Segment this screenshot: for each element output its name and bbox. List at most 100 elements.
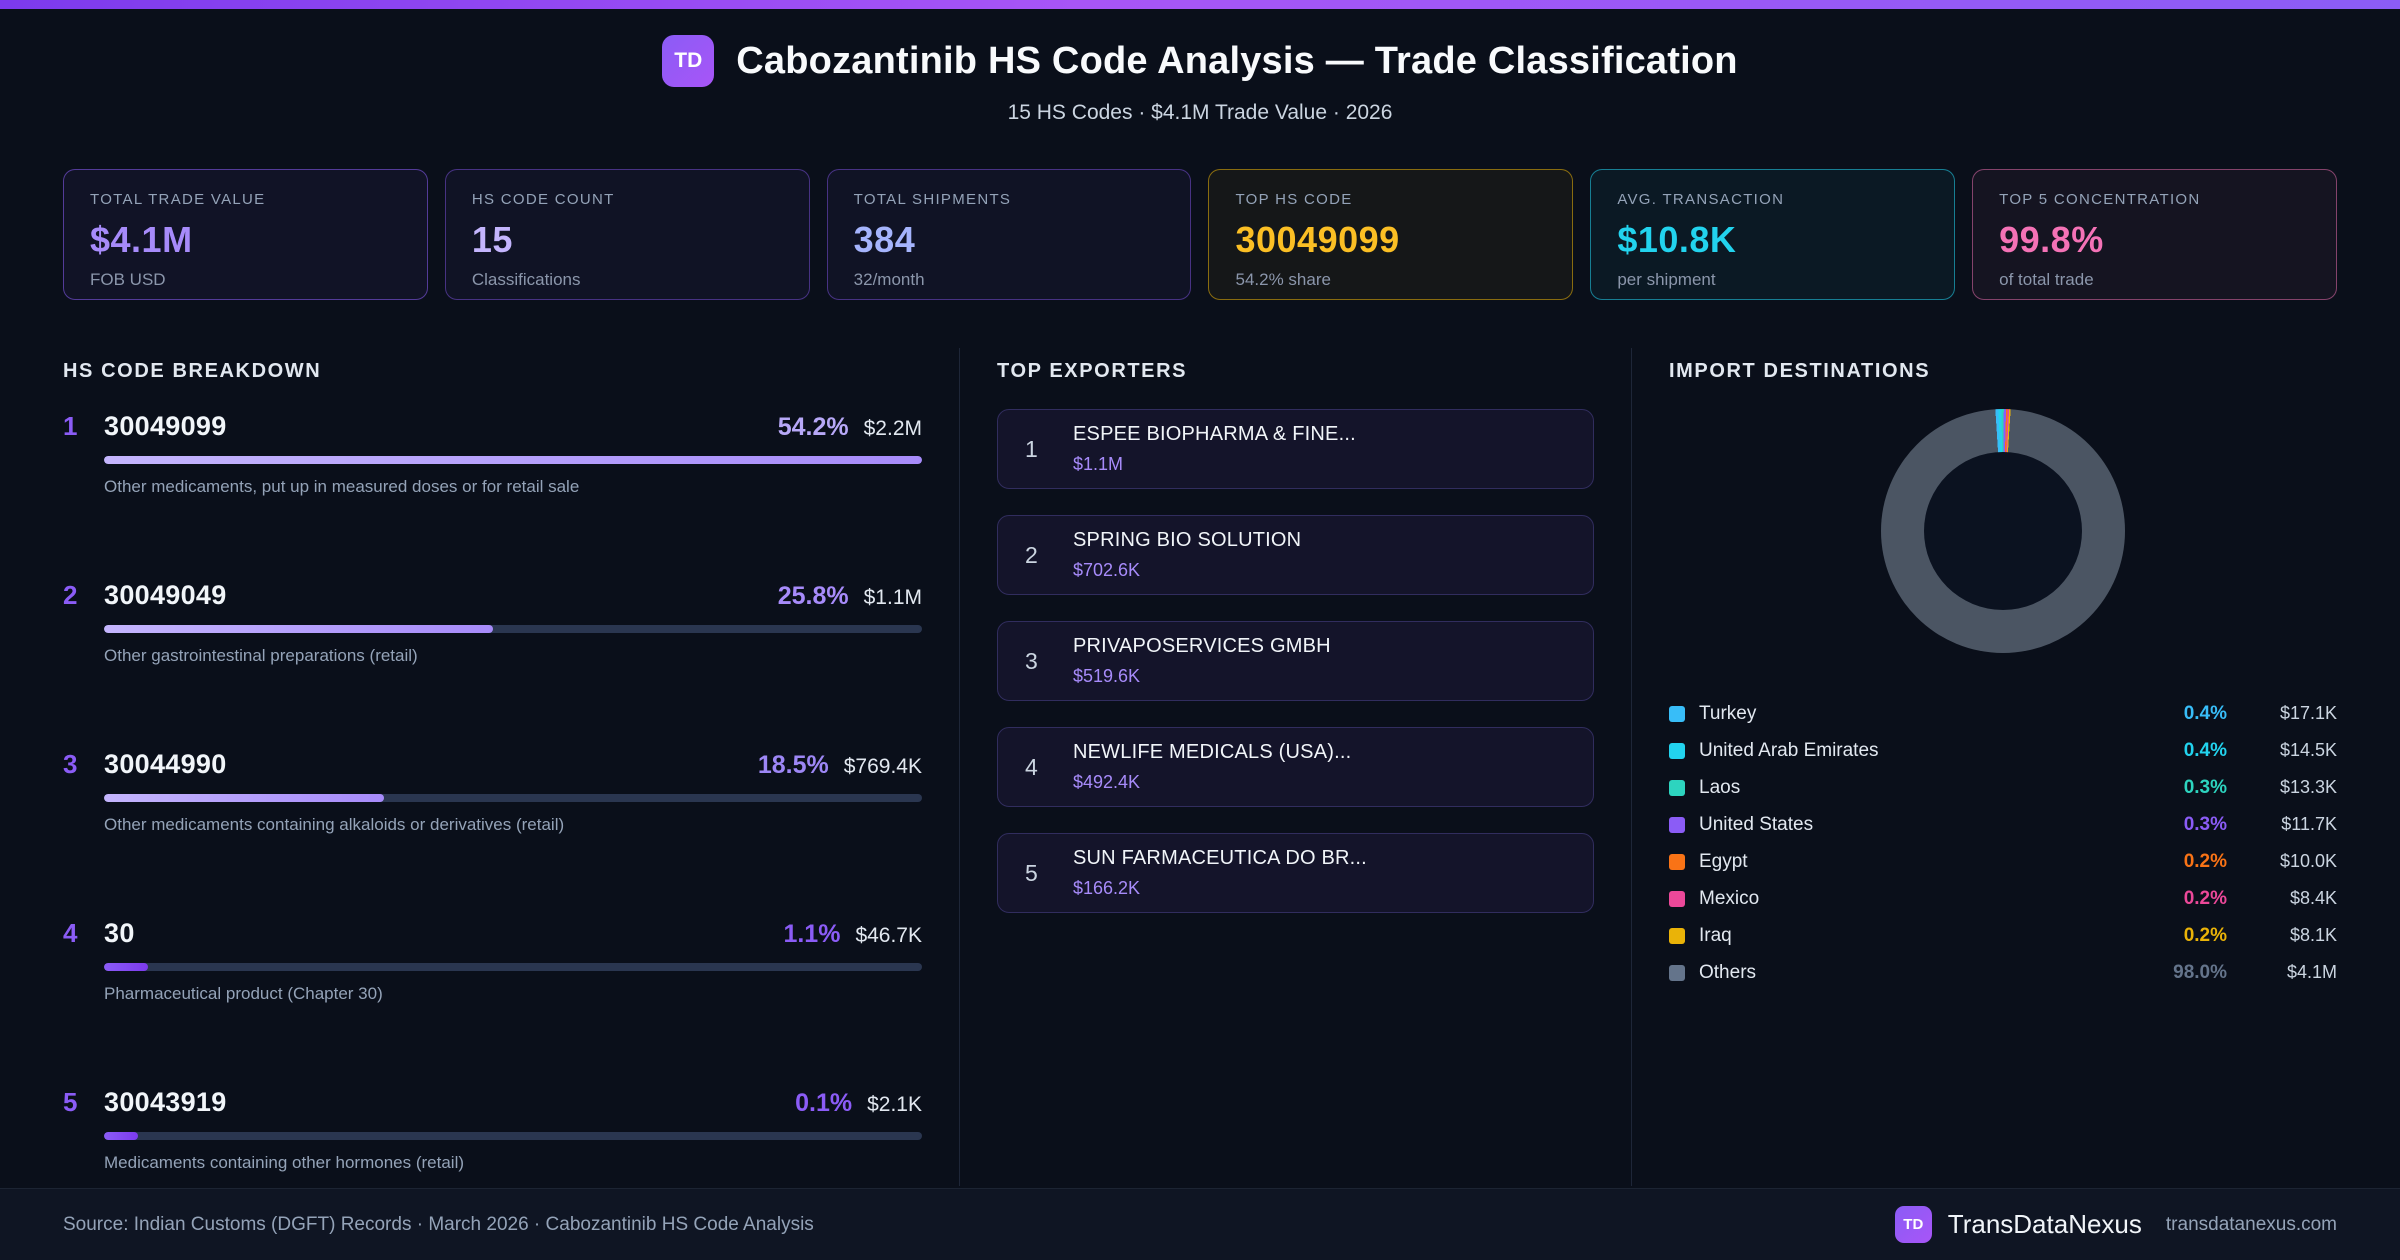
hs-row[interactable]: 5 30043919 0.1% $2.1K Medicaments contai… [63, 1087, 922, 1173]
hs-row[interactable]: 3 30044990 18.5% $769.4K Other medicamen… [63, 749, 922, 835]
hs-trade-value: $2.1K [867, 1093, 922, 1116]
legend-percent: 0.2% [2183, 887, 2227, 909]
top-exporters-panel: TOP EXPORTERS 1 ESPEE BIOPHARMA & FINE..… [960, 348, 1632, 1186]
hs-rank: 5 [63, 1087, 78, 1117]
section-title-breakdown: HS CODE BREAKDOWN [63, 360, 322, 382]
stat-value: $4.1M [90, 219, 193, 260]
destinations-donut-chart [1881, 409, 2125, 653]
hs-share-percent: 0.1% [795, 1089, 853, 1117]
stat-card-total-shipments: TOTAL SHIPMENTS 384 32/month [826, 169, 1192, 300]
exporter-card[interactable]: 1 ESPEE BIOPHARMA & FINE... $1.1M [997, 409, 1594, 489]
legend-row: Others 98.0% $4.1M [1669, 954, 2337, 991]
stat-value: 30049099 [1235, 219, 1400, 260]
hs-progress-fill [104, 963, 149, 971]
hs-share-percent: 1.1% [783, 920, 841, 948]
legend-value: $11.7K [2281, 814, 2337, 834]
legend-swatch [1669, 816, 1685, 833]
exporter-rank: 2 [1025, 541, 1038, 568]
hs-progress-track [104, 625, 922, 633]
legend-value: $8.1K [2289, 925, 2337, 945]
legend-percent: 0.2% [2183, 850, 2227, 872]
legend-country: Others [1699, 961, 1757, 983]
footer-brand-name: TransDataNexus [1947, 1209, 2142, 1239]
stat-label: TOTAL SHIPMENTS [853, 191, 1012, 208]
legend-row: United Arab Emirates 0.4% $14.5K [1669, 732, 2337, 769]
page-title: Cabozantinib HS Code Analysis — Trade Cl… [736, 39, 1738, 82]
hs-progress-fill [104, 456, 922, 464]
hs-progress-track [104, 456, 922, 464]
hs-rank: 3 [63, 749, 78, 779]
legend-percent: 0.3% [2183, 813, 2227, 835]
section-title-exporters: TOP EXPORTERS [997, 360, 1188, 382]
hs-breakdown-panel: HS CODE BREAKDOWN 1 30049099 54.2% $2.2M… [63, 348, 960, 1186]
header: TD Cabozantinib HS Code Analysis — Trade… [0, 9, 2400, 125]
legend-country: Turkey [1699, 702, 1757, 724]
exporter-value: $519.6K [1073, 666, 1141, 686]
legend-swatch [1669, 705, 1685, 722]
hs-row[interactable]: 1 30049099 54.2% $2.2M Other medicaments… [63, 411, 922, 497]
legend-swatch [1669, 964, 1685, 981]
stat-label: TOP 5 CONCENTRATION [1999, 191, 2201, 208]
legend-value: $13.3K [2279, 777, 2337, 797]
stat-card-hs-code-count: HS CODE COUNT 15 Classifications [444, 169, 810, 300]
exporter-card[interactable]: 2 SPRING BIO SOLUTION $702.6K [997, 515, 1594, 595]
exporter-name: NEWLIFE MEDICALS (USA)... [1073, 741, 1352, 763]
stat-card-total-trade-value: TOTAL TRADE VALUE $4.1M FOB USD [63, 169, 428, 300]
legend-value: $14.5K [2279, 740, 2337, 760]
exporter-card[interactable]: 5 SUN FARMACEUTICA DO BR... $166.2K [997, 833, 1594, 913]
stat-value: 99.8% [1999, 219, 2104, 260]
legend-value: $4.1M [2286, 962, 2337, 982]
legend-percent: 0.3% [2183, 776, 2227, 798]
footer-source-text: Source: Indian Customs (DGFT) Records · … [63, 1213, 814, 1235]
hs-description: Other medicaments, put up in measured do… [104, 477, 580, 496]
legend-value: $10.0K [2279, 851, 2337, 871]
import-destinations-panel: IMPORT DESTINATIONS Turkey 0.4% $17.1K U… [1632, 348, 2337, 1186]
legend-country: Iraq [1699, 924, 1732, 946]
hs-progress-fill [104, 794, 384, 802]
stat-label: TOP HS CODE [1235, 191, 1353, 208]
stats-row: TOTAL TRADE VALUE $4.1M FOB USD HS CODE … [63, 169, 2337, 300]
exporter-name: SPRING BIO SOLUTION [1073, 529, 1302, 551]
stat-card-top-hs-code: TOP HS CODE 30049099 54.2% share [1208, 169, 1574, 300]
exporter-card[interactable]: 4 NEWLIFE MEDICALS (USA)... $492.4K [997, 727, 1594, 807]
hs-progress-track [104, 963, 922, 971]
section-title-destinations: IMPORT DESTINATIONS [1669, 360, 1931, 382]
hs-row[interactable]: 4 30 1.1% $46.7K Pharmaceutical product … [63, 918, 922, 1004]
hs-share-percent: 18.5% [757, 751, 829, 779]
hs-row[interactable]: 2 30049049 25.8% $1.1M Other gastrointes… [63, 580, 922, 666]
stat-sub: 32/month [853, 270, 925, 289]
hs-share-percent: 25.8% [777, 582, 849, 610]
stat-sub: 54.2% share [1235, 270, 1331, 289]
brand-badge: TD [662, 35, 715, 87]
footer-website[interactable]: transdatanexus.com [2165, 1213, 2337, 1235]
legend-swatch [1669, 779, 1685, 796]
exporter-rank: 5 [1025, 859, 1038, 886]
exporter-rank: 1 [1025, 435, 1038, 462]
hs-description: Pharmaceutical product (Chapter 30) [104, 984, 383, 1003]
stat-label: TOTAL TRADE VALUE [90, 191, 266, 208]
exporter-value: $1.1M [1073, 454, 1124, 474]
legend-value: $8.4K [2289, 888, 2337, 908]
legend-percent: 0.4% [2183, 739, 2227, 761]
legend-row: Iraq 0.2% $8.1K [1669, 917, 2337, 954]
main-content: HS CODE BREAKDOWN 1 30049099 54.2% $2.2M… [63, 348, 2337, 1186]
stat-card-avg-transaction: AVG. TRANSACTION $10.8K per shipment [1590, 169, 1956, 300]
legend-country: Laos [1699, 776, 1741, 798]
page-subtitle: 15 HS Codes · $4.1M Trade Value · 2026 [1007, 101, 1393, 124]
exporter-name: ESPEE BIOPHARMA & FINE... [1073, 423, 1356, 445]
hs-share-percent: 54.2% [777, 413, 849, 441]
stat-value: 15 [471, 219, 513, 260]
footer: Source: Indian Customs (DGFT) Records · … [0, 1188, 2400, 1260]
legend-row: Turkey 0.4% $17.1K [1669, 695, 2337, 732]
stat-sub: of total trade [1999, 270, 2094, 289]
stat-sub: per shipment [1617, 270, 1716, 289]
legend-value: $17.1K [2279, 703, 2337, 723]
exporter-card[interactable]: 3 PRIVAPOSERVICES GMBH $519.6K [997, 621, 1594, 701]
hs-code: 30043919 [104, 1087, 227, 1117]
legend-country: Egypt [1699, 850, 1748, 872]
legend-percent: 98.0% [2173, 961, 2227, 983]
donut-hole [1924, 452, 2082, 610]
hs-rank: 4 [63, 918, 78, 948]
exporter-list: 1 ESPEE BIOPHARMA & FINE... $1.1M 2 SPRI… [997, 409, 1594, 913]
exporter-rank: 3 [1025, 647, 1038, 674]
